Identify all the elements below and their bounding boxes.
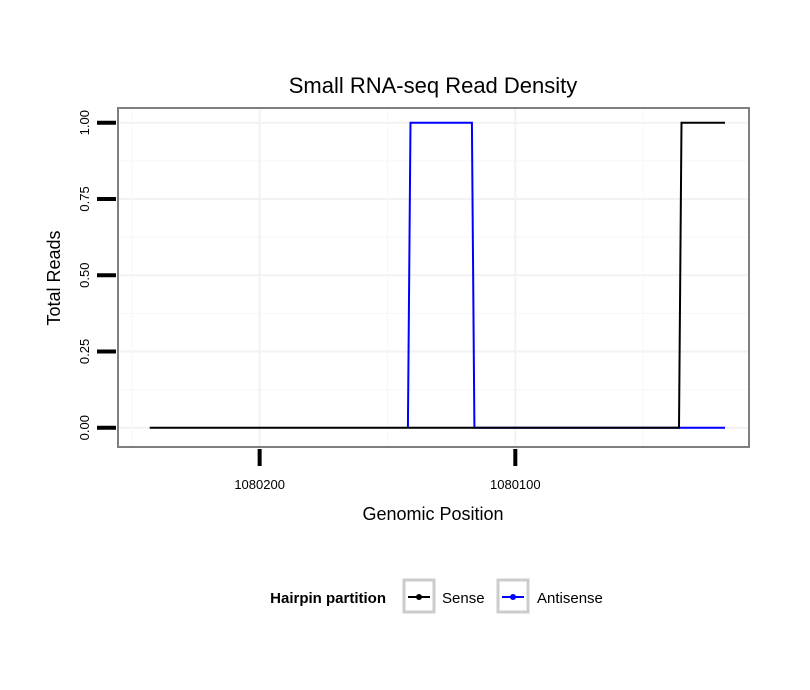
series-line-antisense [406, 121, 725, 429]
x-axis: 1080200 1080100 [234, 449, 541, 492]
grid-lines [119, 109, 748, 446]
legend-key-point-sense [416, 594, 422, 600]
series-line-sense [149, 121, 725, 429]
legend: Hairpin partition Sense Antisense [270, 578, 603, 614]
y-tick-label: 0.25 [77, 339, 92, 364]
x-tick-label: 1080100 [490, 477, 541, 492]
y-axis-label: Total Reads [44, 230, 64, 325]
chart-title: Small RNA-seq Read Density [289, 73, 578, 98]
legend-item-antisense: Antisense [496, 578, 603, 614]
legend-key-point-antisense [510, 594, 516, 600]
series-lines [149, 121, 725, 429]
x-tick-label: 1080200 [234, 477, 285, 492]
legend-title: Hairpin partition [270, 590, 386, 607]
plot-panel-border [117, 107, 750, 448]
legend-item-sense: Sense [402, 578, 485, 614]
legend-label-sense: Sense [442, 590, 485, 607]
y-axis: 0.00 0.25 0.50 0.75 1.00 [77, 110, 116, 440]
y-tick-label: 0.00 [77, 415, 92, 440]
y-tick-label: 1.00 [77, 110, 92, 135]
y-tick-label: 0.50 [77, 263, 92, 288]
legend-label-antisense: Antisense [537, 590, 603, 607]
y-tick-label: 0.75 [77, 186, 92, 211]
x-axis-label: Genomic Position [362, 504, 503, 524]
